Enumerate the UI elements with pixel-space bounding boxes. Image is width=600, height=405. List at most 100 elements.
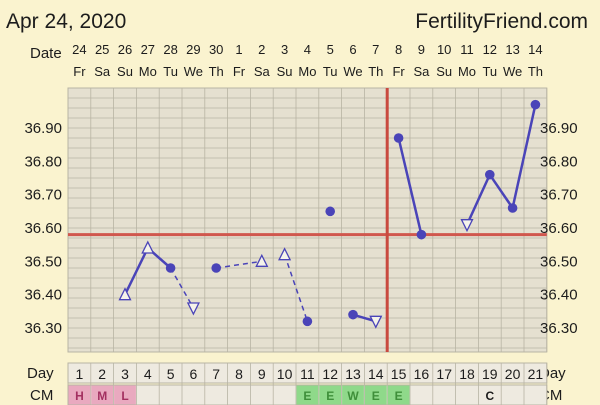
data-point-open xyxy=(460,219,474,233)
data-point xyxy=(393,133,404,143)
data-point xyxy=(485,169,495,180)
cycle-day-label: 21 xyxy=(528,366,544,382)
date-label: 4 xyxy=(304,42,311,57)
cycle-day-label: 2 xyxy=(98,366,106,382)
site-name[interactable]: FertilityFriend.com xyxy=(415,10,588,33)
cycle-day-label: 1 xyxy=(76,366,84,382)
cm-code: E xyxy=(303,389,311,403)
series-segment xyxy=(465,174,491,226)
date-label: 5 xyxy=(327,42,334,57)
weekday-label: We xyxy=(184,64,203,79)
cycle-day-label: 15 xyxy=(391,366,407,382)
cycle-day-label: 17 xyxy=(436,366,452,382)
date-label: 30 xyxy=(209,42,223,57)
date-label: 9 xyxy=(418,42,425,57)
weekday-label: Sa xyxy=(94,64,111,79)
date-label: 28 xyxy=(163,42,177,57)
date-label: 13 xyxy=(505,42,519,57)
y-tick-label: 36.40 xyxy=(24,287,62,304)
series-segment xyxy=(283,254,309,322)
y-tick-label-right: 36.30 xyxy=(540,320,578,337)
series-segment xyxy=(216,260,262,269)
weekday-label: Mo xyxy=(458,64,476,79)
date-label: 2 xyxy=(258,42,265,57)
cycle-day-label: 14 xyxy=(368,366,384,382)
data-point xyxy=(416,229,427,240)
date-label: 26 xyxy=(118,42,132,57)
weekday-label: Su xyxy=(436,64,452,79)
cm-cell xyxy=(342,385,364,405)
cycle-day-label: 12 xyxy=(322,366,338,382)
y-tick-label: 36.80 xyxy=(24,153,62,170)
date-label: 25 xyxy=(95,42,109,57)
data-series xyxy=(118,99,541,329)
cycle-day-label: 6 xyxy=(190,366,198,382)
cycle-day-label: 5 xyxy=(167,366,175,382)
series-segment xyxy=(397,137,423,235)
cycle-day-label: 3 xyxy=(121,366,129,382)
date-label: 14 xyxy=(528,42,542,57)
weekday-label: Fr xyxy=(233,64,246,79)
data-point-open xyxy=(118,287,132,301)
cycle-day-label: 10 xyxy=(277,366,293,382)
data-point xyxy=(165,263,176,273)
cm-code: M xyxy=(97,389,107,403)
date-label: 24 xyxy=(72,42,86,57)
date-row-label: Date xyxy=(30,45,62,62)
grid xyxy=(67,87,548,405)
y-tick-label-right: 36.50 xyxy=(540,253,578,270)
cm-cell xyxy=(68,385,91,405)
data-point xyxy=(211,263,221,273)
cm-code: C xyxy=(485,389,494,403)
data-point-open xyxy=(255,253,269,267)
cm-code: L xyxy=(121,389,128,403)
cycle-day-label: 11 xyxy=(300,366,315,382)
cm-cell xyxy=(114,385,136,405)
data-point xyxy=(302,316,313,327)
cycle-day-label: 8 xyxy=(235,366,243,382)
weekday-label: Su xyxy=(277,64,293,79)
cm-code: E xyxy=(395,389,403,403)
y-tick-label: 36.90 xyxy=(24,120,62,137)
weekday-label: Tu xyxy=(163,64,178,79)
date-label: 27 xyxy=(141,42,155,57)
series-segment xyxy=(123,247,149,296)
weekday-label: Fr xyxy=(73,64,86,79)
date-label: 1 xyxy=(235,42,242,57)
date-label: 7 xyxy=(372,42,379,57)
y-tick-label: 36.60 xyxy=(24,220,62,237)
weekday-label: Fr xyxy=(392,64,405,79)
data-point-open xyxy=(186,302,200,316)
weekday-label: Th xyxy=(209,64,224,79)
y-tick-label-right: 36.40 xyxy=(540,287,578,304)
data-point xyxy=(530,99,541,110)
weekday-label: Sa xyxy=(254,64,271,79)
series-segment xyxy=(169,267,195,309)
weekday-label: Tu xyxy=(323,64,338,79)
y-tick-label-right: 36.70 xyxy=(540,187,578,204)
cycle-day-label: 18 xyxy=(459,366,475,382)
weekday-label: We xyxy=(343,64,362,79)
y-tick-label-right: 36.80 xyxy=(540,153,578,170)
weekday-label: Sa xyxy=(413,64,430,79)
cm-cell xyxy=(319,385,342,405)
cm-row-label: CM xyxy=(30,387,53,404)
chart-date: Apr 24, 2020 xyxy=(6,10,127,33)
cycle-day-label: 20 xyxy=(505,366,521,382)
date-label: 8 xyxy=(395,42,402,57)
date-label: 12 xyxy=(483,42,497,57)
date-label: 29 xyxy=(186,42,200,57)
cm-code: H xyxy=(75,389,84,403)
weekday-label: We xyxy=(503,64,522,79)
y-tick-label: 36.50 xyxy=(24,253,62,270)
cm-cell xyxy=(364,385,387,405)
cm-code: E xyxy=(326,389,334,403)
cycle-day-label: 7 xyxy=(212,366,220,382)
date-label: 3 xyxy=(281,42,288,57)
weekday-label: Mo xyxy=(139,64,157,79)
y-tick-label-right: 36.90 xyxy=(540,120,578,137)
date-label: 11 xyxy=(460,42,474,57)
cm-code: W xyxy=(347,389,359,403)
weekday-label: Tu xyxy=(482,64,497,79)
